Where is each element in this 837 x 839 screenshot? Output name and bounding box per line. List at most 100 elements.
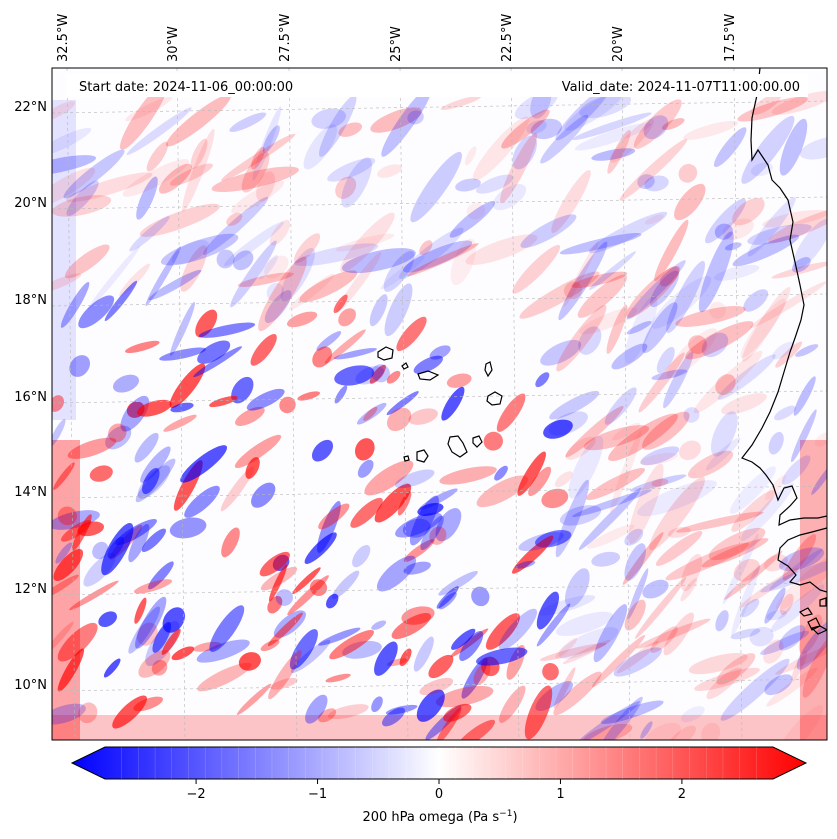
omega-streak [440,95,482,110]
omega-streak [747,197,796,257]
omega-streak [698,231,734,313]
omega-streak [624,543,646,581]
colorbar-label-prefix: 200 hPa omega (Pa s [362,810,499,825]
omega-streak [679,440,701,461]
omega-streak [674,183,706,221]
omega-streak [675,306,746,327]
omega-streak [264,290,292,324]
omega-streak [241,152,270,193]
lon-label-30w: 30°W [166,26,181,62]
colorbar-body [70,746,808,780]
omega-streak [577,274,628,318]
omega-streak [133,696,164,712]
omega-streak [413,355,444,374]
omega-streak [768,431,784,455]
omega-streak [530,118,563,140]
omega-streak [417,503,444,516]
omega-streak [649,476,705,551]
omega-streak [659,266,680,287]
omega-streak [619,138,688,201]
omega-streak [386,391,419,416]
omega-streak [334,365,375,386]
omega-streak [250,334,277,366]
omega-streak [52,101,76,122]
omega-streak [683,120,738,140]
omega-streak [52,703,86,725]
omega-streak [701,538,769,568]
omega-streak [591,148,636,161]
omega-streak [622,532,664,585]
omega-field [52,82,827,740]
omega-streak [190,138,208,169]
colorbar-tick-label: 2 [678,787,686,802]
omega-streak [512,135,537,170]
omega-streak [122,159,190,197]
omega-streak [341,157,372,208]
omega-streak [579,307,638,335]
omega-streak [140,446,171,483]
omega-streak [280,247,315,302]
santo-antao-island [377,346,394,361]
omega-streak [501,109,550,149]
omega-streak [636,618,711,649]
omega-streak [52,195,112,217]
omega-streak [57,622,98,662]
omega-streak [731,564,760,636]
start-date-label: Start date: 2024-11-06_00:00:00 [79,80,293,95]
omega-streak [67,437,117,459]
meridian-line [621,68,631,740]
omega-streak [180,445,228,483]
omega-streak [791,650,808,682]
omega-streak [65,172,153,202]
omega-streak [624,528,644,546]
omega-streak [170,402,194,413]
omega-streak [325,673,351,683]
omega-streak [661,118,685,131]
map-frame [51,67,828,741]
omega-streak [391,613,431,639]
omega-streak [613,647,662,677]
omega-streak [141,528,167,552]
omega-streak [591,634,646,688]
omega-streak [105,425,132,450]
colorbar-tick-label: −2 [187,787,206,802]
omega-streak [52,510,100,530]
omega-streak [162,607,186,633]
omega-streak [721,393,767,415]
omega-streak [98,611,118,628]
colorbar-label-exponent: −1 [499,809,512,819]
omega-streak [790,409,817,463]
omega-streak [289,629,318,670]
omega-streak [264,255,289,279]
omega-streak [325,593,339,609]
edge-band [800,440,827,740]
omega-streak [101,522,134,576]
omega-streak [626,320,652,335]
omega-streak [598,696,643,740]
omega-streak [451,628,476,650]
omega-streak [273,610,306,638]
omega-streak [309,579,328,596]
omega-streak [169,163,213,186]
omega-streak [299,270,358,303]
omega-streak [195,309,218,338]
omega-streak [553,671,602,716]
omega-streak [125,340,160,354]
omega-streak [331,570,360,599]
omega-streak [764,587,786,624]
coastline [377,68,827,635]
omega-streak [145,246,181,307]
omega-streak [438,570,478,596]
omega-streak [119,263,151,297]
omega-streak [626,260,686,320]
omega-streak [775,640,827,675]
omega-streak [135,458,176,503]
omega-streak [231,180,285,214]
omega-streak [676,511,764,533]
omega-streak [52,395,65,412]
omega-streak [713,127,747,168]
omega-streak [629,474,687,492]
omega-streak [483,431,503,451]
omega-streak [449,200,496,238]
omega-streak [129,216,170,252]
